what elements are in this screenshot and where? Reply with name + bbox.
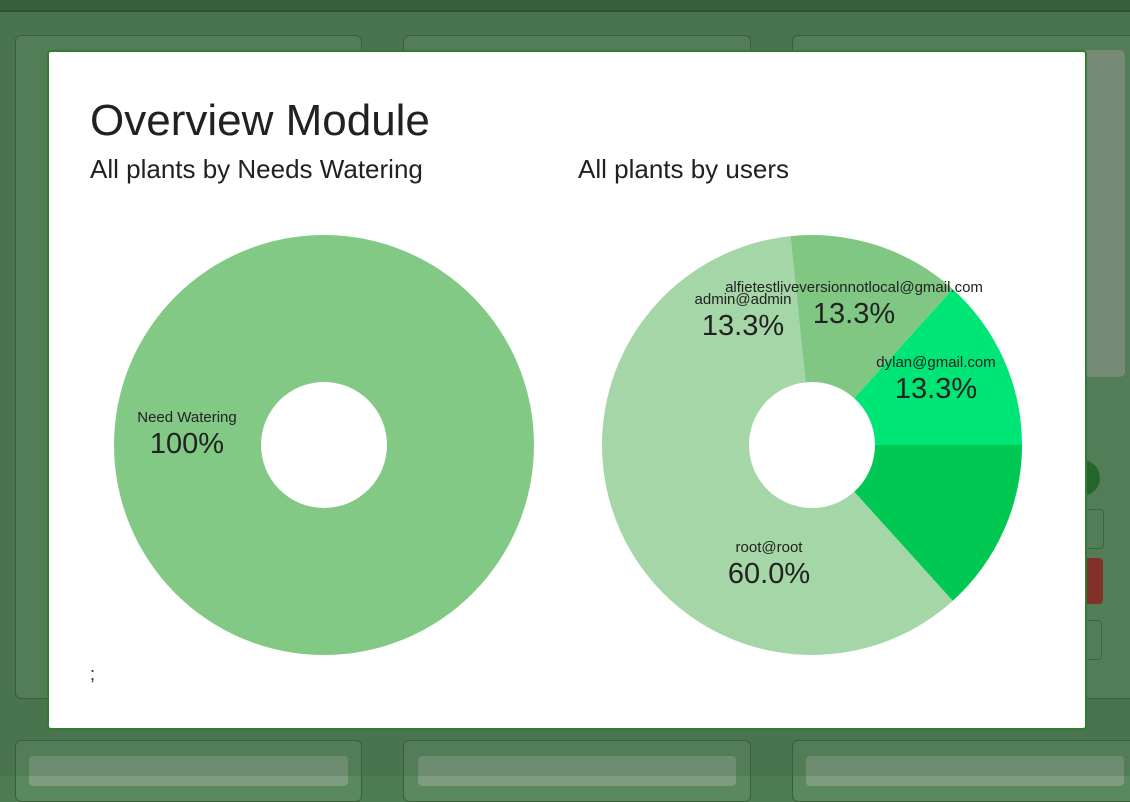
slice-value-label: 13.3% bbox=[813, 298, 895, 330]
footer-text: ; bbox=[90, 664, 96, 684]
slice-value-label: 13.3% bbox=[895, 373, 977, 405]
slice-label: root@root bbox=[736, 539, 804, 556]
card-secondary-button[interactable] bbox=[1081, 620, 1102, 660]
delete-button[interactable] bbox=[1083, 558, 1103, 604]
charts-canvas: Need Watering 100% dylan@gmail.com 13.3% roo… bbox=[114, 235, 1022, 656]
pie-slice[interactable] bbox=[790, 235, 953, 399]
overview-modal: Overview Module All plants by Needs Wate… bbox=[47, 50, 1087, 730]
app-top-bar bbox=[0, 0, 1130, 12]
pie-slice[interactable] bbox=[854, 289, 1022, 445]
chart-title-users: All plants by users bbox=[578, 154, 789, 184]
pie-slice[interactable] bbox=[114, 235, 534, 655]
slice-value-label: 60.0% bbox=[728, 558, 810, 590]
modal-title: Overview Module bbox=[90, 96, 430, 145]
chart-title-needs-watering: All plants by Needs Watering bbox=[90, 154, 423, 184]
slice-label: alfietestliveversionnotlocal@gmail.com bbox=[725, 279, 983, 296]
slice-label: dylan@gmail.com bbox=[876, 354, 995, 371]
slice-value-label: 13.3% bbox=[702, 310, 784, 342]
slice-value-label: 100% bbox=[150, 428, 224, 460]
slice-label: admin@admin bbox=[695, 291, 792, 308]
pie-slice[interactable] bbox=[854, 445, 1022, 601]
pie-slice[interactable] bbox=[602, 236, 953, 656]
plant-card-image bbox=[1080, 50, 1125, 377]
card-input-field[interactable] bbox=[1083, 509, 1104, 549]
slice-label: Need Watering bbox=[137, 409, 237, 426]
